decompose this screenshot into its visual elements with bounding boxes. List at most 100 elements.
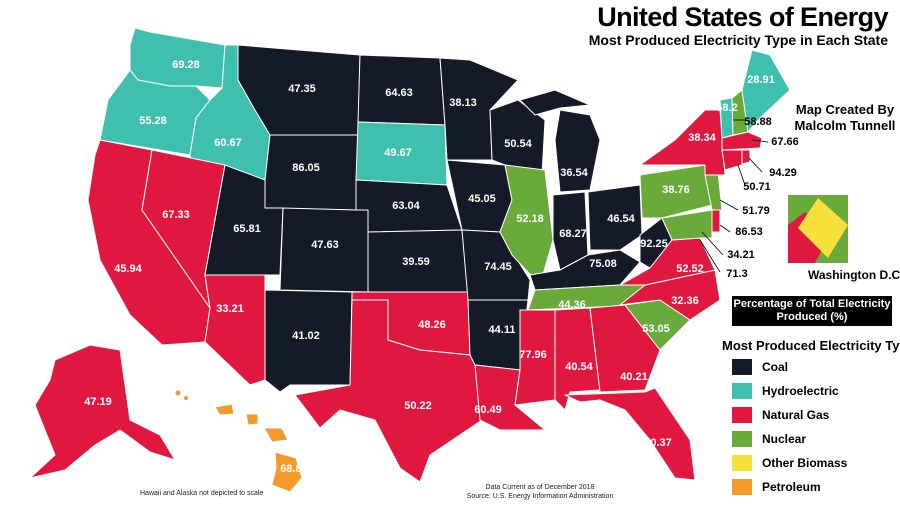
state-MD xyxy=(661,209,713,241)
legend-item-coal: Coal xyxy=(732,355,847,379)
state-PA xyxy=(639,164,713,219)
state-label-WV: 92.25 xyxy=(640,238,668,250)
legend-label: Nuclear xyxy=(762,432,807,446)
legend-label: Hydroelectric xyxy=(762,384,839,398)
map-title: United States of Energy xyxy=(597,2,888,32)
state-RI xyxy=(741,149,751,165)
state-MA xyxy=(721,131,763,151)
state-label-MI: 36.54 xyxy=(560,167,588,179)
state-label-CA: 45.94 xyxy=(114,263,142,275)
state-label-ME: 28.91 xyxy=(747,74,775,86)
state-label-ND: 64.63 xyxy=(385,87,413,99)
source-note: Data Current as of December 2018 Source:… xyxy=(460,483,620,501)
state-label-NH: 58.88 xyxy=(744,116,772,128)
legend-swatch xyxy=(732,407,752,423)
legend-swatch xyxy=(732,479,752,495)
credit-line-2: Malcolm Tunnell xyxy=(794,118,896,133)
state-MI xyxy=(519,89,601,193)
state-label-NV: 67.33 xyxy=(162,209,190,221)
legend-swatch xyxy=(732,359,752,375)
state-label-CT: 50.71 xyxy=(743,181,771,193)
state-label-KS: 39.59 xyxy=(402,256,430,268)
state-label-VA: 52.52 xyxy=(676,263,704,275)
legend-swatch xyxy=(732,383,752,399)
state-label-MS: 77.96 xyxy=(519,349,547,361)
legend-label: Natural Gas xyxy=(762,408,830,422)
legend-item-hydroelectric: Hydroelectric xyxy=(732,379,847,403)
leader-lines xyxy=(699,119,769,273)
legend-item-other-biomass: Other Biomass xyxy=(732,451,847,475)
state-label-NE: 63.04 xyxy=(392,200,420,212)
state-label-AL: 40.54 xyxy=(565,361,593,373)
state-label-DE: 86.53 xyxy=(735,226,763,238)
legend-swatch xyxy=(732,431,752,447)
credit-line-1: Map Created By xyxy=(795,102,895,117)
state-label-KY: 75.08 xyxy=(589,258,617,270)
state-HI xyxy=(174,389,303,493)
state-label-OR: 55.28 xyxy=(139,115,167,127)
state-label-RI: 94.29 xyxy=(769,167,797,179)
state-label-MA: 67.66 xyxy=(771,136,799,148)
state-label-NM: 41.02 xyxy=(292,330,320,342)
state-label-HI: 68.89 xyxy=(280,463,308,475)
dc-caption: Washington D.C. xyxy=(808,268,900,282)
state-FL xyxy=(564,387,696,481)
state-label-IL: 52.18 xyxy=(516,213,544,225)
state-MS xyxy=(514,309,556,406)
legend-item-petroleum: Petroleum xyxy=(732,475,847,499)
legend-label: Petroleum xyxy=(762,480,821,494)
state-label-UT: 65.81 xyxy=(233,223,261,235)
legend-item-natural-gas: Natural Gas xyxy=(732,403,847,427)
scale-note: Hawaii and Alaska not depicted to scale xyxy=(140,490,264,497)
state-label-IN: 68.27 xyxy=(559,228,587,240)
state-label-IA: 45.05 xyxy=(468,193,496,205)
source-text: Source: U.S. Energy Information Administ… xyxy=(466,493,614,500)
state-MO xyxy=(461,229,531,301)
legend-label: Coal xyxy=(762,360,789,374)
state-label-MD: 34.21 xyxy=(727,249,755,261)
state-GA xyxy=(589,304,661,393)
state-IL xyxy=(499,164,554,286)
state-OH xyxy=(587,184,643,251)
state-label-OH: 46.54 xyxy=(607,213,635,225)
legend-item-nuclear: Nuclear xyxy=(732,427,847,451)
state-label-OK: 48.26 xyxy=(418,319,446,331)
state-label-MN: 38.13 xyxy=(449,97,477,109)
state-label-GA: 40.21 xyxy=(620,371,648,383)
state-label-WI: 50.54 xyxy=(504,138,532,150)
state-label-SC: 53.05 xyxy=(642,323,670,335)
state-label-PA: 38.76 xyxy=(662,184,690,196)
state-AZ xyxy=(204,274,266,386)
state-label-WA: 69.28 xyxy=(172,59,200,71)
state-label-FL: 70.37 xyxy=(644,437,672,449)
date-note: Data Current as of December 2018 xyxy=(485,484,595,491)
state-label-ID: 60.67 xyxy=(214,137,242,149)
state-label-MO: 74.45 xyxy=(484,261,512,273)
state-AK xyxy=(29,344,176,479)
state-TX xyxy=(294,299,483,483)
state-CT xyxy=(721,149,743,171)
state-label-AK: 47.19 xyxy=(84,396,112,408)
state-label-MT: 47.35 xyxy=(288,83,316,95)
state-label-NC: 32.36 xyxy=(671,295,699,307)
state-label-WY: 86.05 xyxy=(292,162,320,174)
legend-label: Other Biomass xyxy=(762,456,848,470)
state-label-AR: 44.11 xyxy=(489,324,516,336)
legend-swatch xyxy=(732,455,752,471)
legend: Coal Hydroelectric Natural Gas Nuclear O… xyxy=(732,355,847,499)
state-label-NY: 38.34 xyxy=(688,132,716,144)
state-label-VT: 58.2 xyxy=(716,102,737,114)
state-label-TX: 50.22 xyxy=(404,400,432,412)
state-label-TN: 44.36 xyxy=(558,299,586,311)
map-credit: Map Created By Malcolm Tunnell xyxy=(790,102,900,134)
legend-title: Most Produced Electricity Type xyxy=(722,338,900,353)
percentage-caption: Percentage of Total Electricity Produced… xyxy=(732,296,892,326)
state-WA xyxy=(129,27,226,89)
state-label-DC: 71.3 xyxy=(726,268,747,280)
state-DE xyxy=(711,209,721,233)
state-label-LA: 60.49 xyxy=(474,404,502,416)
state-label-CO: 47.63 xyxy=(311,239,339,251)
state-label-AZ: 33.21 xyxy=(216,303,244,315)
map-subtitle: Most Produced Electricity Type in Each S… xyxy=(588,32,888,48)
